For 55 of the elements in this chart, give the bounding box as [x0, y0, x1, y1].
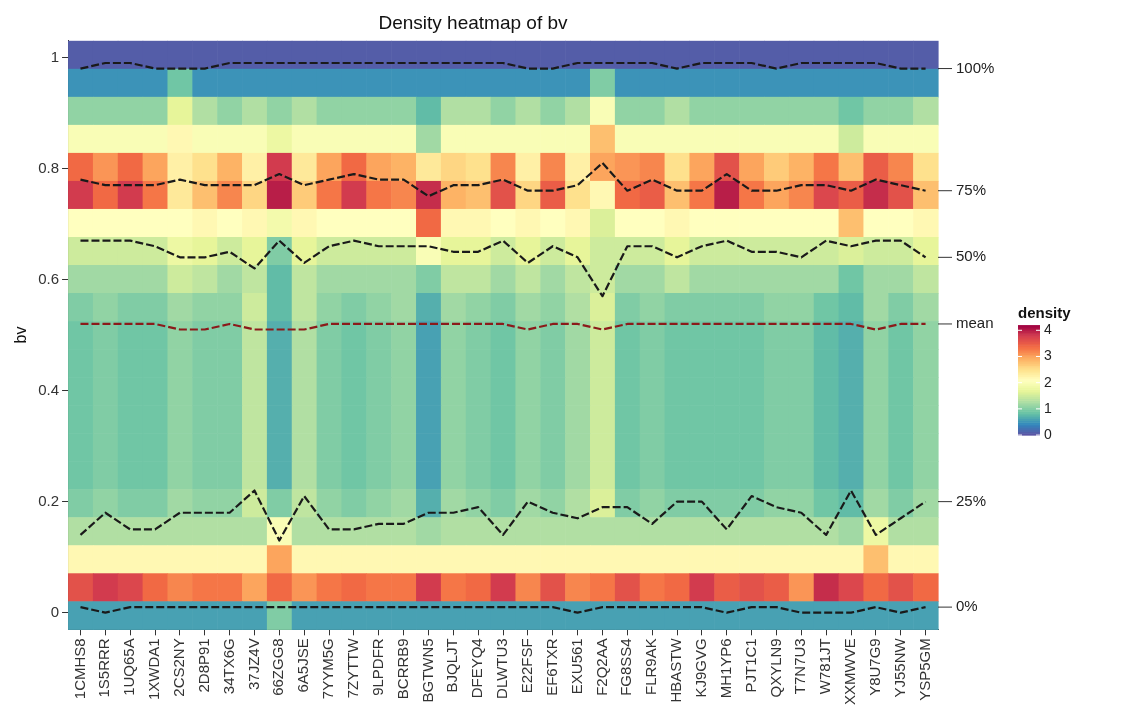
x-tick-label: 66ZGG8 [269, 638, 287, 696]
x-tick-label: W781JT [816, 638, 834, 695]
x-tick-label: 1S5RRR [95, 638, 113, 698]
x-tick-label: BGTWN5 [418, 638, 436, 703]
x-tick-label: F2Q2AA [592, 638, 610, 696]
color-bar-label: 1 [1044, 399, 1052, 416]
color-bar-label: 4 [1044, 321, 1052, 338]
x-tick-label: 1XWDA1 [145, 638, 163, 701]
x-tick-label: 7YYM5G [319, 638, 337, 700]
x-tick-label: Y8U7G9 [866, 638, 883, 696]
text: 100% [956, 58, 995, 76]
x-tick-label: XXMWVE [841, 638, 859, 706]
x-tick-label: 2D8P91 [194, 638, 212, 693]
x-tick-label: KJ9GVG [692, 638, 710, 698]
x-tick-label: 1UQ65A [120, 638, 138, 696]
x-tick-label: 6A5JSE [294, 638, 312, 693]
x-tick-label: EF6TXR [542, 638, 560, 696]
x-tick-label: BCRRB9 [393, 638, 411, 700]
x-tick-label: BJQLJT [443, 638, 461, 693]
x-tick-label: T7N7U3 [791, 638, 809, 695]
x-tick-label: FLR9AK [642, 638, 660, 696]
x-tick-label: 7ZYTTW [344, 637, 362, 699]
chart-title: Density heatmap of bv [378, 11, 569, 33]
y-tick-label: 0.8 [38, 158, 60, 176]
x-tick-label: PJT1C1 [741, 638, 759, 693]
y-tick-label: 0 [50, 602, 60, 620]
x-tick-label: EXU561 [567, 638, 585, 695]
x-tick-label: 34TX6G [219, 638, 237, 695]
x-tick-label: YJ55NW [890, 637, 908, 698]
color-bar-label: 2 [1044, 373, 1052, 390]
color-bar-title: density [1018, 303, 1072, 321]
x-tick-label: HBASTW [667, 637, 685, 703]
y-tick-label: 0.2 [38, 491, 60, 509]
x-tick-label: QXYLN9 [766, 638, 784, 698]
x-tick-label: 37JZ4V [244, 638, 262, 691]
x-tick-label: DLWTU3 [493, 638, 511, 699]
y-tick-label: 1 [50, 47, 60, 65]
text: 0% [956, 597, 978, 615]
x-tick-label: 2CS2NY [170, 638, 188, 697]
x-tick-label: 9LPDFR [368, 638, 386, 696]
y-tick-label: 0.4 [38, 380, 60, 398]
text: 50% [956, 247, 987, 265]
x-tick-label: E22FSF [518, 638, 536, 694]
text: 25% [956, 491, 987, 509]
x-tick-label: YSP5GM [915, 638, 933, 701]
y-axis-title: bv [12, 326, 30, 344]
color-bar-label: 3 [1044, 347, 1052, 364]
x-tick-label: DFEYQ4 [468, 638, 486, 699]
x-tick-label: MH1YP6 [716, 638, 734, 699]
x-tick-label: 1CMHS8 [70, 638, 88, 700]
x-tick-label: FG8SS4 [617, 638, 635, 696]
y-tick-label: 0.6 [38, 269, 60, 287]
text: mean [956, 314, 994, 332]
text: 75% [956, 180, 987, 198]
color-bar-label: 0 [1044, 425, 1052, 442]
